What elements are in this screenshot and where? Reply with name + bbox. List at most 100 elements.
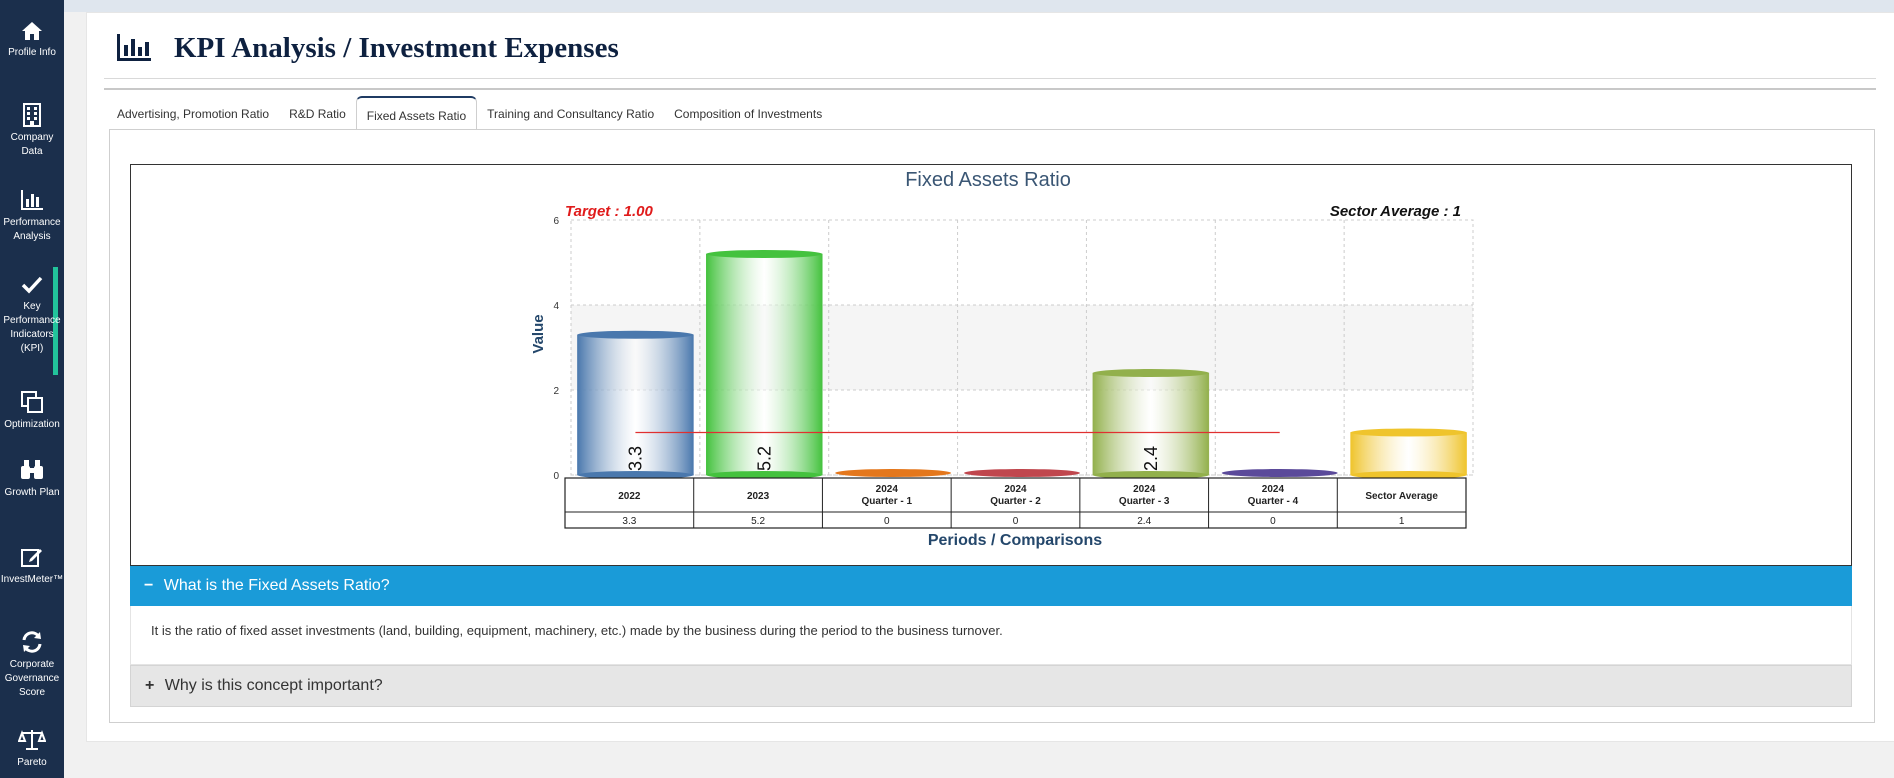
y-tick-label: 2 xyxy=(553,386,559,397)
bar-chart-icon xyxy=(21,190,43,210)
tab-training-consultancy-ratio[interactable]: Training and Consultancy Ratio xyxy=(487,107,655,121)
copy-icon xyxy=(21,391,43,413)
tab-composition-of-investments[interactable]: Composition of Investments xyxy=(674,107,823,121)
sidebar-item-pareto[interactable]: Pareto xyxy=(0,728,64,770)
bar xyxy=(577,334,694,476)
sidebar: Profile Info Company Data Performance An… xyxy=(0,0,64,778)
page-title: KPI Analysis / Investment Expenses xyxy=(174,31,619,64)
expand-icon: + xyxy=(145,677,155,694)
building-icon xyxy=(23,103,41,127)
category-label: 2022 xyxy=(618,491,641,502)
sector-average-label: Sector Average : 1 xyxy=(1330,203,1461,220)
accordion-body: It is the ratio of fixed asset investmen… xyxy=(130,606,1852,665)
category-label: Sector Average xyxy=(1365,491,1438,502)
bar xyxy=(1092,372,1210,476)
category-label-line: Quarter - 3 xyxy=(1119,496,1170,507)
sidebar-item-kpi[interactable]: Key Performance Indicators (KPI) xyxy=(0,274,64,356)
category-label: 2024 Quarter - 1 xyxy=(861,484,912,507)
bar-top xyxy=(706,250,823,258)
top-strip xyxy=(0,0,1894,12)
bar xyxy=(706,253,823,476)
bar-zero xyxy=(964,469,1080,477)
bar-base xyxy=(706,471,823,479)
accordion-header-why-important[interactable]: + Why is this concept important? xyxy=(130,665,1852,707)
table-value: 0 xyxy=(884,516,890,527)
bar-top xyxy=(1092,369,1209,377)
sidebar-item-label: Corporate Governance Score xyxy=(4,659,60,698)
sidebar-item-label: Growth Plan xyxy=(4,487,60,498)
category-label: 2024 Quarter - 4 xyxy=(1248,484,1299,507)
y-tick-label: 4 xyxy=(553,301,559,312)
divider xyxy=(104,78,1876,79)
fixed-assets-chart: Fixed Assets Ratio Target : 1.00 Sector … xyxy=(530,169,1474,549)
bar-zero xyxy=(835,469,952,477)
table-value: 1 xyxy=(1399,516,1405,527)
accordion-header-what-is[interactable]: − What is the Fixed Assets Ratio? xyxy=(130,566,1852,606)
sidebar-item-label: Performance Analysis xyxy=(3,217,61,242)
refresh-icon xyxy=(22,631,42,653)
table-value: 3.3 xyxy=(622,516,636,527)
sidebar-item-investmeter[interactable]: InvestMeter™ xyxy=(0,545,64,587)
x-axis-label: Periods / Comparisons xyxy=(928,532,1102,549)
bar-zero xyxy=(1221,469,1338,477)
bar xyxy=(1350,432,1467,476)
tab-rd-ratio[interactable]: R&D Ratio xyxy=(289,107,346,121)
accordion-title: Why is this concept important? xyxy=(164,677,383,694)
table-value: 2.4 xyxy=(1137,516,1151,527)
scale-icon xyxy=(18,730,46,750)
page-header: KPI Analysis / Investment Expenses xyxy=(116,28,619,68)
sidebar-item-optimization[interactable]: Optimization xyxy=(0,390,64,432)
sidebar-item-growth-plan[interactable]: Growth Plan xyxy=(0,458,64,500)
divider xyxy=(104,88,1876,90)
table-value: 0 xyxy=(1013,516,1019,527)
sidebar-item-performance-analysis[interactable]: Performance Analysis xyxy=(0,188,64,244)
bar-base xyxy=(1092,471,1209,479)
category-label: 2024 Quarter - 2 xyxy=(990,484,1041,507)
bar-value-label: 5.2 xyxy=(754,446,774,471)
sidebar-item-label: InvestMeter™ xyxy=(0,574,64,585)
sidebar-item-label: Pareto xyxy=(17,757,47,768)
edit-icon xyxy=(21,549,42,567)
tab-fixed-assets-ratio[interactable]: Fixed Assets Ratio xyxy=(355,96,478,131)
category-label: 2024 Quarter - 3 xyxy=(1119,484,1170,507)
tab-advertising-promotion-ratio[interactable]: Advertising, Promotion Ratio xyxy=(117,107,270,121)
category-label-line: Quarter - 1 xyxy=(861,496,912,507)
sidebar-item-corporate-governance[interactable]: Corporate Governance Score xyxy=(0,630,64,700)
bar-base xyxy=(577,471,694,479)
binoculars-icon xyxy=(21,460,43,479)
bar-top xyxy=(577,330,694,339)
category-label-line: 2024 xyxy=(1262,484,1285,495)
bar-base xyxy=(1350,471,1467,479)
bar-chart-icon xyxy=(117,34,151,61)
category-label-line: 2024 xyxy=(876,484,899,495)
bar-top xyxy=(1350,428,1467,437)
sidebar-item-label: Profile Info xyxy=(8,47,56,58)
tab-bar: Advertising, Promotion Ratio R&D Ratio F… xyxy=(107,96,832,131)
table-value: 5.2 xyxy=(751,516,765,527)
sidebar-item-label: Company Data xyxy=(10,132,54,157)
y-axis-label: Value xyxy=(530,314,547,353)
category-label-line: 2024 xyxy=(1004,484,1027,495)
sidebar-active-indicator xyxy=(53,267,58,375)
category-label-line: 2024 xyxy=(1133,484,1156,495)
y-tick-label: 6 xyxy=(553,216,559,227)
table-value: 0 xyxy=(1270,516,1276,527)
home-icon xyxy=(22,22,42,40)
sidebar-item-company-data[interactable]: Company Data xyxy=(0,103,64,159)
accordion-title: What is the Fixed Assets Ratio? xyxy=(163,577,390,594)
target-label: Target : 1.00 xyxy=(565,203,653,220)
bar-value-label: 3.3 xyxy=(625,446,645,471)
sidebar-item-label: Key Performance Indicators (KPI) xyxy=(3,301,61,354)
sidebar-item-profile-info[interactable]: Profile Info xyxy=(0,20,64,60)
category-label: 2023 xyxy=(747,491,770,502)
collapse-icon: − xyxy=(144,577,154,594)
sidebar-item-label: Optimization xyxy=(4,419,60,430)
chart-title: Fixed Assets Ratio xyxy=(905,169,1071,191)
bar-value-label: 2.4 xyxy=(1141,446,1161,471)
category-label-line: Quarter - 2 xyxy=(990,496,1041,507)
y-tick-label: 0 xyxy=(553,471,559,482)
category-label-line: Quarter - 4 xyxy=(1248,496,1299,507)
accordion-body-text: It is the ratio of fixed asset investmen… xyxy=(151,623,1003,638)
data-table xyxy=(564,477,1467,529)
check-icon xyxy=(21,276,43,294)
